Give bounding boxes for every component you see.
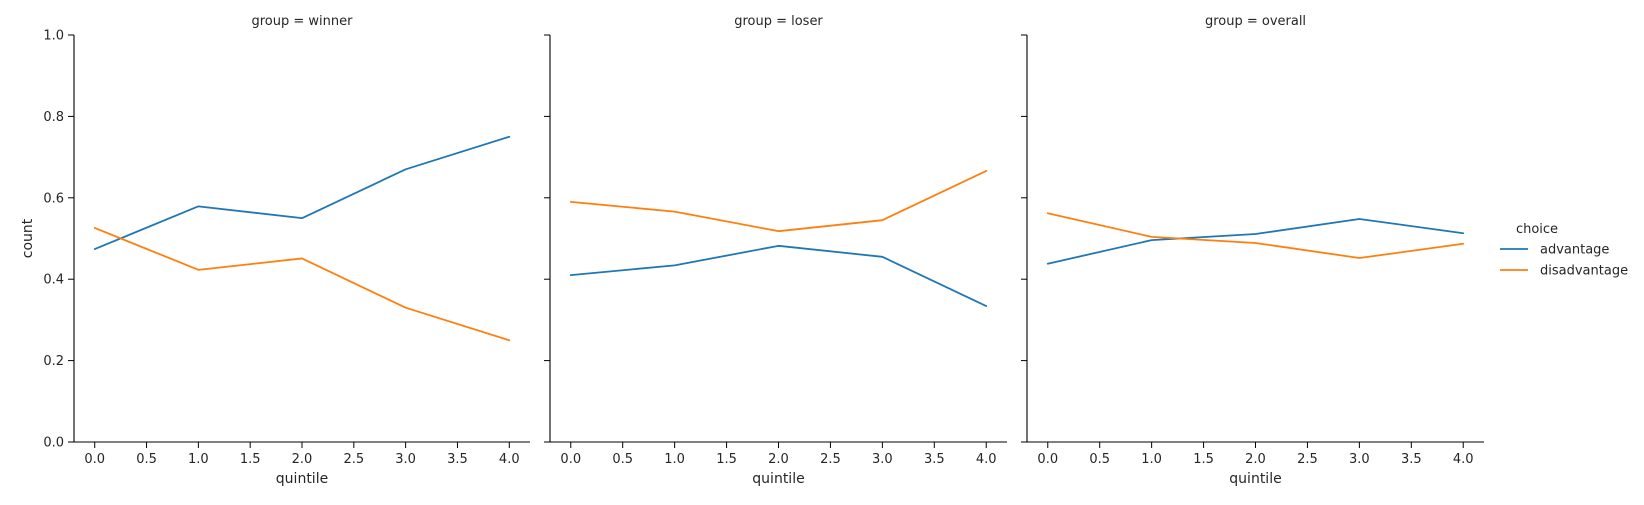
facet-panel-1: group = winner 0.0 0.2 0.4 0.6 0.8 1.0 0.0 0.5 1.… <box>43 14 530 487</box>
series-line-disadvantage <box>93 227 511 342</box>
y-tick-label: 0.6 <box>43 191 64 206</box>
x-tick-label: 1.5 <box>240 452 261 467</box>
x-tick-label: 0.5 <box>1089 452 1110 467</box>
y-tick-label: 0.0 <box>43 436 64 451</box>
x-tick-label: 4.0 <box>499 452 520 467</box>
facet-title: group = loser <box>734 14 823 29</box>
x-axis-title: quintile <box>1229 471 1281 487</box>
series-line-advantage <box>1046 218 1465 265</box>
x-tick-label: 2.0 <box>1245 452 1266 467</box>
y-tick-label: 0.2 <box>43 354 64 369</box>
x-tick-label: 0.5 <box>136 452 157 467</box>
x-tick-label: 0.0 <box>84 452 105 467</box>
legend: choice advantage disadvantage <box>1500 222 1628 279</box>
facet-panel-2: group = loser 0.0 0.5 1.0 1.5 2.0 2.5 3.0 3.5 4.0… <box>544 14 1007 487</box>
x-tick-label: 1.0 <box>188 452 209 467</box>
x-tick-label: 1.0 <box>664 452 685 467</box>
x-tick-label: 2.5 <box>1297 452 1318 467</box>
y-tick-label: 0.8 <box>43 110 64 125</box>
y-tick-label: 0.4 <box>43 273 64 288</box>
facet-title: group = winner <box>252 14 354 29</box>
x-axis-title: quintile <box>276 471 328 487</box>
x-tick-label: 2.5 <box>343 452 364 467</box>
x-tick-label: 0.5 <box>612 452 633 467</box>
x-tick-label: 4.0 <box>1453 452 1474 467</box>
x-tick-label: 2.0 <box>292 452 313 467</box>
x-tick-label: 3.5 <box>447 452 468 467</box>
legend-label-disadvantage: disadvantage <box>1540 264 1628 279</box>
y-tick-label: 1.0 <box>43 29 64 44</box>
y-axis-title: count <box>20 218 36 258</box>
series-line-advantage <box>93 135 511 250</box>
series-line-disadvantage <box>1046 212 1465 259</box>
x-tick-label: 0.0 <box>1037 452 1058 467</box>
x-tick-label: 0.0 <box>560 452 581 467</box>
x-axis-title: quintile <box>752 471 804 487</box>
x-tick-label: 3.5 <box>1401 452 1422 467</box>
series-line-disadvantage <box>569 170 988 233</box>
x-tick-label: 1.0 <box>1141 452 1162 467</box>
x-tick-label: 3.0 <box>1349 452 1370 467</box>
facet-panel-3: group = overall 0.0 0.5 1.0 1.5 2.0 2.5 3.0 3.5 4… <box>1021 14 1484 487</box>
series-line-advantage <box>569 244 988 307</box>
x-tick-label: 4.0 <box>976 452 997 467</box>
legend-label-advantage: advantage <box>1540 243 1609 258</box>
x-tick-label: 3.0 <box>395 452 416 467</box>
x-tick-label: 2.0 <box>768 452 789 467</box>
legend-title: choice <box>1516 222 1558 237</box>
x-tick-label: 1.5 <box>716 452 737 467</box>
x-tick-label: 3.5 <box>924 452 945 467</box>
x-tick-label: 3.0 <box>872 452 893 467</box>
facet-title: group = overall <box>1205 14 1306 29</box>
x-tick-label: 1.5 <box>1193 452 1214 467</box>
x-tick-label: 2.5 <box>820 452 841 467</box>
